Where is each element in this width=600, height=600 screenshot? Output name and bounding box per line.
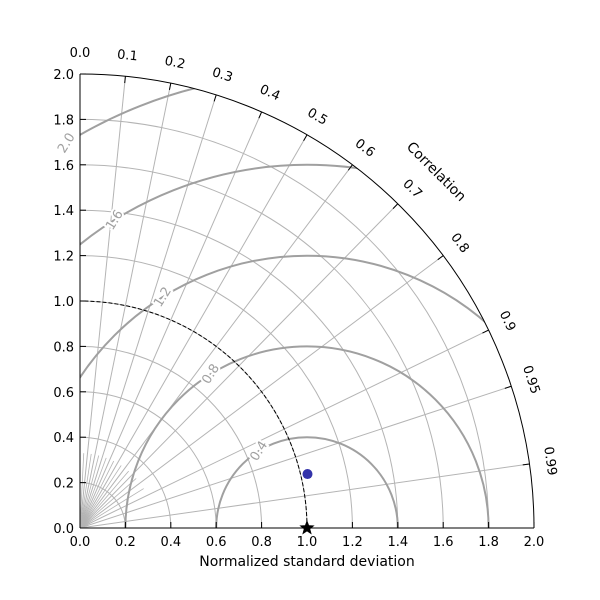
rms-contour — [215, 436, 399, 528]
correlation-tick-label: 0.1 — [116, 47, 138, 64]
y-tick-label: 0.2 — [53, 477, 74, 492]
std-gridline — [79, 391, 217, 529]
correlation-tick — [303, 134, 308, 141]
correlation-tick — [482, 329, 489, 334]
correlation-tick-label: 0.8 — [447, 231, 471, 257]
std-gridline — [79, 255, 353, 529]
correlation-minor-gridline — [79, 453, 92, 529]
rms-contour — [124, 345, 490, 528]
correlation-minor-gridline — [79, 453, 85, 529]
y-tick-label: 0.8 — [53, 340, 74, 355]
correlation-tick — [522, 463, 530, 466]
std-gridline — [79, 164, 444, 529]
rms-label: 2.0 — [55, 131, 79, 156]
correlation-tick-label: 0.5 — [305, 105, 330, 128]
std-gridline — [79, 118, 490, 529]
y-tick-label: 0.0 — [53, 522, 74, 537]
x-tick-label: 0.2 — [115, 535, 136, 550]
rms-contour — [80, 163, 534, 528]
correlation-tick — [392, 203, 399, 209]
reference-std-arc — [79, 300, 308, 529]
std-gridline — [79, 345, 263, 529]
correlation-tick-label: 0.95 — [519, 364, 542, 396]
correlation-minor-gridline — [79, 478, 137, 529]
correlation-minor-gridline — [79, 465, 122, 529]
y-tick-label: 1.6 — [53, 159, 74, 174]
x-tick-label: 0.6 — [206, 535, 227, 550]
correlation-minor-gridline — [79, 488, 144, 529]
x-tick-label: 1.2 — [342, 535, 363, 550]
x-tick-label: 1.4 — [387, 535, 408, 550]
correlation-tick — [213, 94, 217, 102]
correlation-tick-label: 0.3 — [210, 65, 234, 86]
correlation-tick — [504, 385, 512, 389]
x-tick-label: 0.0 — [70, 535, 91, 550]
correlation-gridline — [79, 94, 217, 529]
data-point — [302, 469, 313, 480]
x-axis-label: Normalized standard deviation — [199, 554, 414, 570]
correlation-gridline — [79, 111, 263, 529]
y-tick-label: 1.0 — [53, 295, 74, 310]
correlation-tick-label: 0.4 — [257, 82, 282, 104]
correlation-tick — [437, 255, 444, 261]
rms-label: 0.4 — [247, 439, 271, 464]
x-tick-label: 1.0 — [297, 535, 318, 550]
correlation-minor-gridline — [79, 457, 107, 529]
x-tick-label: 1.8 — [478, 535, 499, 550]
correlation-tick-label: 0.99 — [540, 446, 559, 477]
correlation-gridline — [79, 83, 172, 529]
axes — [79, 73, 535, 529]
gridlines — [79, 76, 530, 529]
data-points — [299, 469, 315, 535]
correlation-minor-gridline — [79, 460, 115, 529]
y-tick-label: 1.4 — [53, 204, 74, 219]
y-tick-label: 0.6 — [53, 386, 74, 401]
correlation-minor-gridline — [79, 455, 100, 529]
y-tick-label: 1.8 — [53, 113, 74, 128]
correlation-tick-label: 0.6 — [352, 136, 378, 160]
rms-labels: 0.4 0.8 1.2 1.6 2.0 — [53, 129, 273, 467]
correlation-minor-gridline — [79, 470, 129, 529]
x-tick-label: 0.4 — [160, 535, 181, 550]
std-gridline — [79, 209, 399, 529]
correlation-tick-label: 0.7 — [399, 177, 424, 202]
y-tick-label: 2.0 — [53, 68, 74, 83]
x-tick-label: 1.6 — [433, 535, 454, 550]
correlation-tick — [347, 164, 353, 171]
x-tick-label: 0.8 — [251, 535, 272, 550]
correlation-tick-label: 0.0 — [70, 46, 91, 61]
correlation-tick — [258, 111, 263, 119]
reference-arc — [79, 300, 308, 529]
rms-contour — [80, 254, 534, 528]
correlation-tick-label: 0.9 — [496, 309, 519, 334]
y-tick-label: 0.4 — [53, 431, 74, 446]
x-tick-label: 2.0 — [524, 535, 545, 550]
rms-label: 1.2 — [151, 285, 175, 310]
correlation-axis-arc — [79, 73, 535, 529]
correlation-tick — [124, 76, 126, 84]
reference-star-marker — [299, 520, 315, 535]
y-tick-label: 1.2 — [53, 250, 74, 265]
correlation-tick-label: 0.2 — [163, 54, 186, 73]
rms-label: 0.8 — [199, 362, 223, 387]
correlation-tick — [168, 83, 172, 90]
